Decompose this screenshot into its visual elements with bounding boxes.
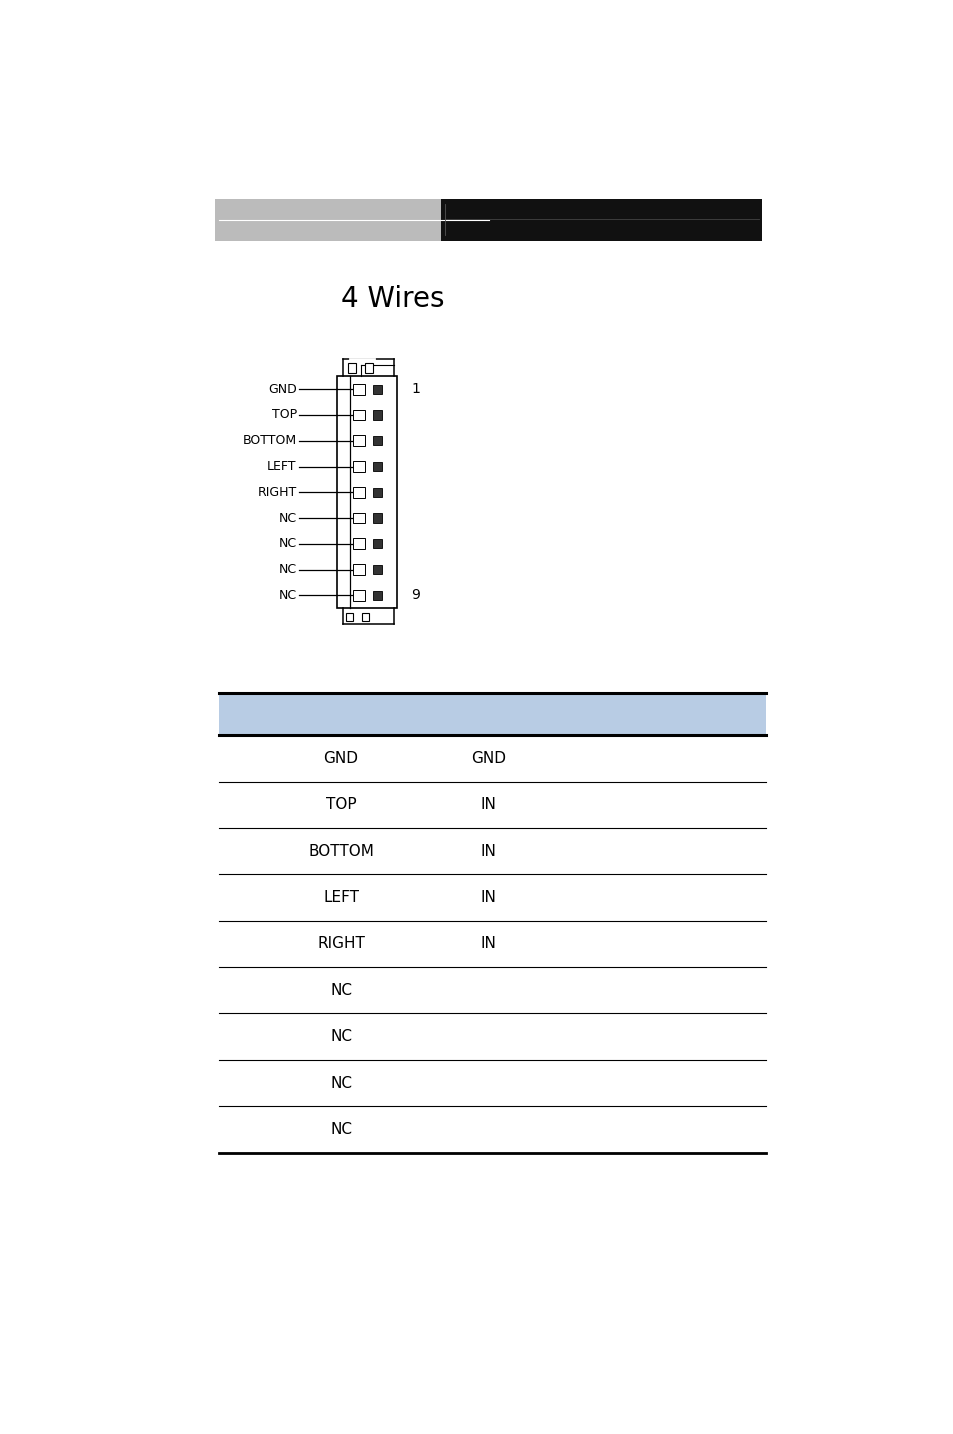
Text: IN: IN (480, 843, 497, 859)
Bar (373, 462, 381, 472)
Text: NC: NC (330, 1030, 352, 1044)
Bar (440, 198, 761, 241)
Bar (353, 538, 365, 549)
Text: BOTTOM: BOTTOM (308, 843, 374, 859)
Bar (373, 539, 381, 548)
Text: NC: NC (278, 512, 296, 525)
Text: LEFT: LEFT (323, 891, 358, 905)
Text: TOP: TOP (272, 409, 296, 422)
Bar (353, 488, 365, 498)
Text: NC: NC (278, 538, 296, 551)
Bar (353, 512, 365, 523)
Bar (353, 589, 365, 601)
Bar (348, 363, 355, 373)
Text: IN: IN (480, 891, 497, 905)
Bar (373, 436, 381, 446)
Bar (373, 410, 381, 420)
Text: NC: NC (278, 589, 296, 602)
Text: NC: NC (330, 982, 352, 998)
Text: 4 Wires: 4 Wires (341, 285, 444, 313)
Text: IN: IN (480, 936, 497, 951)
Bar (353, 384, 365, 394)
Text: IN: IN (480, 797, 497, 812)
Text: LEFT: LEFT (267, 460, 296, 473)
Bar (345, 612, 353, 621)
Text: NC: NC (330, 1076, 352, 1090)
Bar (373, 565, 381, 574)
Bar (373, 384, 381, 394)
Text: NC: NC (278, 564, 296, 576)
Text: NC: NC (330, 1121, 352, 1137)
Text: GND: GND (471, 751, 506, 766)
Bar (364, 363, 373, 373)
Text: BOTTOM: BOTTOM (242, 435, 296, 447)
Text: 9: 9 (411, 588, 419, 602)
Text: TOP: TOP (325, 797, 356, 812)
Bar (362, 612, 369, 621)
Text: 1: 1 (411, 383, 419, 396)
Text: RIGHT: RIGHT (257, 486, 296, 499)
Bar (373, 488, 381, 498)
Bar (353, 410, 365, 420)
Bar (337, 376, 396, 608)
Text: GND: GND (268, 383, 296, 396)
Bar (353, 462, 365, 472)
Text: GND: GND (323, 751, 358, 766)
Bar (373, 513, 381, 522)
Text: RIGHT: RIGHT (316, 936, 365, 951)
Bar (353, 564, 365, 575)
Bar (219, 693, 765, 736)
Bar (215, 198, 492, 241)
Bar (353, 436, 365, 446)
Bar (373, 591, 381, 599)
